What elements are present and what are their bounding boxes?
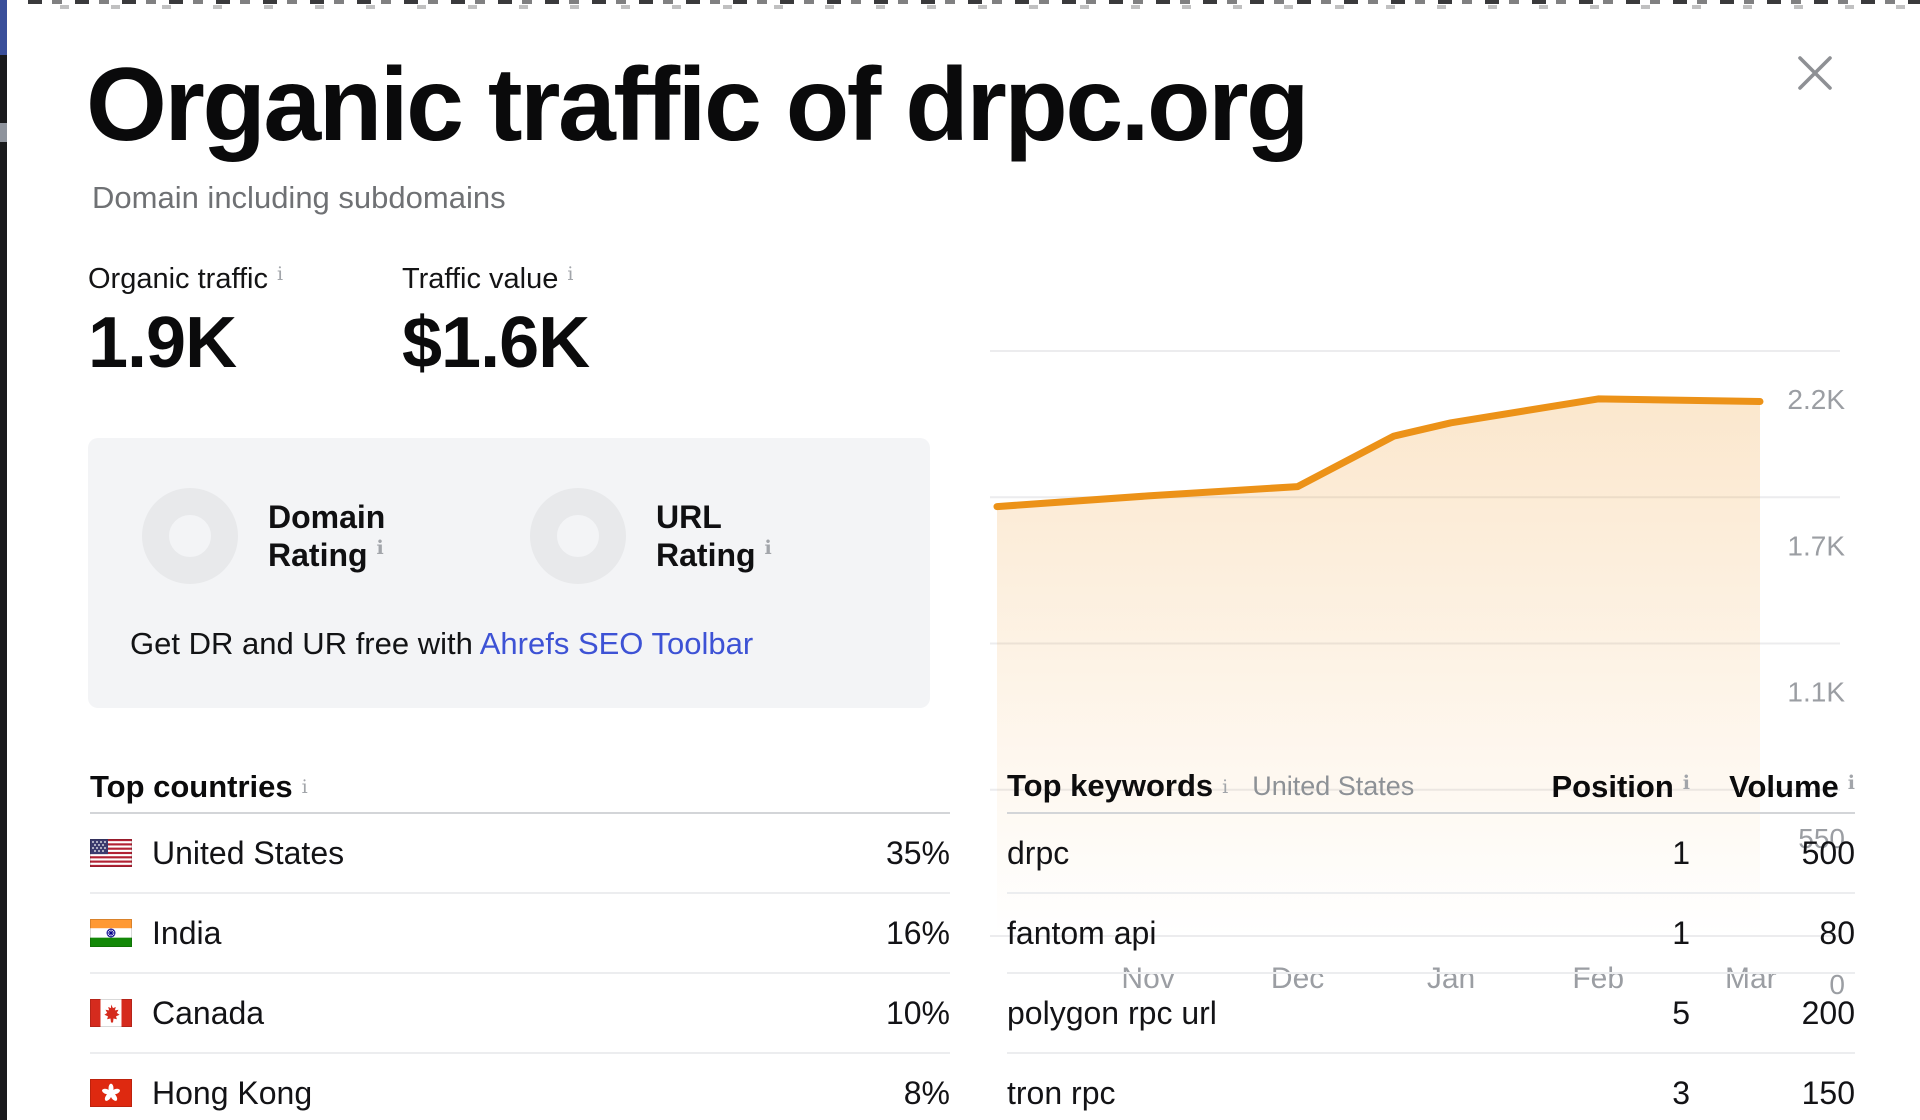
volume-cell: 500 bbox=[1801, 834, 1855, 871]
position-cell: 5 bbox=[1672, 994, 1690, 1031]
background-left-edge-blue bbox=[0, 0, 7, 55]
country-share: 10% bbox=[885, 994, 950, 1031]
rating-label-line1: Domain bbox=[268, 499, 386, 535]
country-share: 16% bbox=[885, 914, 950, 951]
svg-text:1.7K: 1.7K bbox=[1787, 530, 1845, 561]
india-flag-icon bbox=[90, 919, 132, 947]
svg-text:1.1K: 1.1K bbox=[1787, 677, 1845, 708]
rating-cta: Get DR and UR free with Ahrefs SEO Toolb… bbox=[130, 626, 753, 662]
url-rating-item: URL Rating i bbox=[530, 488, 772, 584]
top-countries-table: Top countries i bbox=[90, 760, 950, 1120]
volume-header-text: Volume bbox=[1729, 768, 1839, 804]
svg-text:Nov: Nov bbox=[1121, 962, 1174, 995]
background-page-left-edge bbox=[0, 0, 7, 1120]
table-row: drpc 1 500 bbox=[1007, 814, 1855, 894]
country-name: India bbox=[152, 914, 222, 951]
top-keywords-table: Top keywords i United States Position i Vo… bbox=[1007, 760, 1855, 1120]
info-icon[interactable]: i bbox=[276, 263, 284, 285]
keywords-region-label: United States bbox=[1252, 770, 1415, 801]
rating-label-line2: Rating bbox=[656, 537, 756, 573]
organic-traffic-value: 1.9K bbox=[88, 303, 237, 383]
table-row: United States 35% bbox=[90, 814, 950, 894]
info-icon[interactable]: i bbox=[301, 776, 308, 798]
close-button[interactable] bbox=[1792, 50, 1838, 96]
close-icon bbox=[1798, 56, 1832, 90]
table-row: polygon rpc url 5 200 bbox=[1007, 974, 1855, 1054]
position-cell: 3 bbox=[1672, 1074, 1690, 1111]
keyword-cell: drpc bbox=[1007, 834, 1070, 871]
info-icon[interactable]: i bbox=[567, 263, 574, 285]
organic-traffic-label: Organic traffic i bbox=[88, 262, 283, 296]
top-countries-header: Top countries i bbox=[90, 760, 950, 814]
domain-rating-item: Domain Rating i bbox=[142, 488, 385, 584]
keyword-cell: fantom api bbox=[1007, 914, 1157, 951]
stat-label-text: Organic traffic bbox=[88, 263, 268, 295]
us-flag-icon bbox=[90, 839, 132, 867]
traffic-area-chart[interactable]: 2.2K 1.7K 1.1K 550 0 Nov Dec Jan Feb Mar bbox=[990, 330, 1920, 1000]
table-row: India 16% bbox=[90, 894, 950, 974]
position-column-header: Position i bbox=[1530, 768, 1691, 804]
info-icon[interactable]: i bbox=[1682, 771, 1690, 794]
traffic-value-stat: Traffic value i $1.6K bbox=[402, 262, 590, 383]
country-name: Hong Kong bbox=[152, 1074, 313, 1111]
country-share: 8% bbox=[903, 1074, 950, 1111]
position-cell: 1 bbox=[1672, 914, 1690, 951]
hong-kong-flag-icon bbox=[90, 1079, 132, 1107]
rating-label-line1: URL bbox=[656, 499, 722, 535]
canada-flag-icon bbox=[90, 999, 132, 1027]
traffic-value-label: Traffic value i bbox=[402, 262, 589, 296]
svg-text:Dec: Dec bbox=[1271, 962, 1324, 995]
rating-box: Domain Rating i URL Rating i Get DR and UR… bbox=[88, 438, 930, 708]
table-row: Hong Kong 8% bbox=[90, 1054, 950, 1120]
svg-text:550: 550 bbox=[1798, 823, 1845, 854]
top-keywords-title-group: Top keywords i United States bbox=[1007, 768, 1530, 804]
country-share: 35% bbox=[885, 834, 950, 871]
info-icon[interactable]: i bbox=[1222, 776, 1229, 798]
traffic-value-value: $1.6K bbox=[402, 303, 590, 383]
volume-cell: 80 bbox=[1819, 914, 1855, 951]
page-title: Organic traffic of drpc.org bbox=[86, 47, 1310, 163]
domain-rating-label: Domain Rating i bbox=[268, 498, 385, 574]
organic-traffic-chart[interactable]: 2.2K 1.7K 1.1K 550 0 Nov Dec Jan Feb Mar bbox=[990, 330, 1920, 1000]
volume-cell: 200 bbox=[1801, 994, 1855, 1031]
svg-text:Mar: Mar bbox=[1725, 962, 1777, 995]
info-icon[interactable]: i bbox=[1847, 771, 1855, 794]
top-countries-title: Top countries bbox=[90, 768, 293, 804]
rating-cta-text: Get DR and UR free with bbox=[130, 626, 480, 661]
volume-column-header: Volume i bbox=[1690, 771, 1855, 802]
background-page-top-edge bbox=[28, 0, 1920, 4]
svg-text:2.2K: 2.2K bbox=[1787, 384, 1845, 415]
top-keywords-header: Top keywords i United States Position i Vo… bbox=[1007, 760, 1855, 814]
background-page-top-edge-2 bbox=[60, 5, 1920, 9]
page-subtitle: Domain including subdomains bbox=[92, 180, 506, 215]
volume-cell: 150 bbox=[1801, 1074, 1855, 1111]
top-keywords-title: Top keywords bbox=[1007, 768, 1214, 803]
ahrefs-seo-toolbar-link[interactable]: Ahrefs SEO Toolbar bbox=[479, 626, 754, 661]
url-rating-donut bbox=[530, 488, 626, 584]
svg-text:Feb: Feb bbox=[1572, 962, 1624, 995]
keyword-cell: polygon rpc url bbox=[1007, 994, 1217, 1031]
position-header-text: Position bbox=[1551, 768, 1674, 804]
country-name: United States bbox=[152, 834, 345, 871]
svg-text:0: 0 bbox=[1829, 969, 1845, 1000]
stat-label-text: Traffic value bbox=[402, 263, 559, 295]
table-row: fantom api 1 80 bbox=[1007, 894, 1855, 974]
keyword-cell: tron rpc bbox=[1007, 1074, 1116, 1111]
url-rating-label: URL Rating i bbox=[656, 498, 772, 574]
rating-label-line2: Rating bbox=[268, 537, 368, 573]
organic-traffic-stat: Organic traffic i 1.9K bbox=[88, 262, 283, 382]
svg-text:Jan: Jan bbox=[1427, 962, 1475, 995]
table-row: tron rpc 3 150 bbox=[1007, 1054, 1855, 1120]
domain-rating-donut bbox=[142, 488, 238, 584]
position-cell: 1 bbox=[1672, 834, 1690, 871]
country-name: Canada bbox=[152, 994, 265, 1031]
info-icon[interactable]: i bbox=[376, 537, 384, 559]
background-left-edge-notch bbox=[0, 123, 7, 142]
info-icon[interactable]: i bbox=[764, 537, 772, 559]
table-row: Canada 10% bbox=[90, 974, 950, 1054]
